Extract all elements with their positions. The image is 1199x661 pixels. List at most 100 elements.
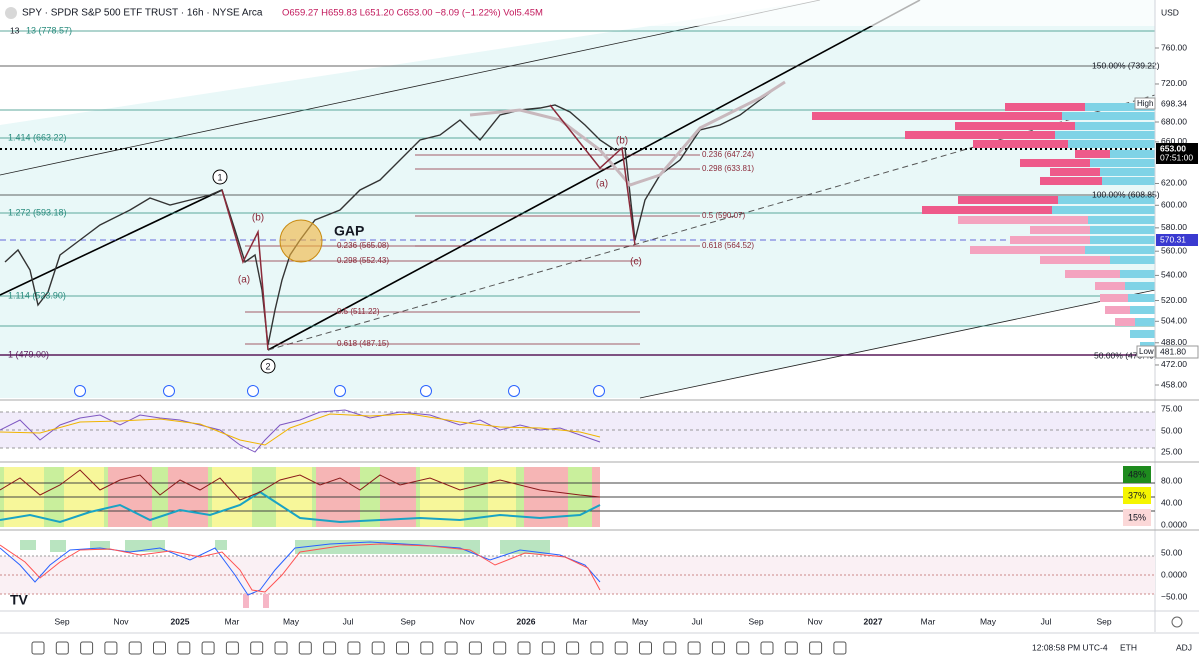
tool-icon[interactable] bbox=[614, 641, 628, 655]
tool-icon[interactable] bbox=[323, 641, 337, 655]
tool-icon[interactable] bbox=[639, 641, 652, 655]
fib-label: 13 (778.57) bbox=[26, 25, 72, 35]
macd-tick: −50.00 bbox=[1161, 591, 1188, 601]
channel-fill bbox=[0, 0, 1155, 398]
tool-icon[interactable] bbox=[468, 641, 482, 655]
tool-icon[interactable] bbox=[541, 641, 555, 655]
time-label: 2025 bbox=[171, 616, 190, 626]
price-tick-label: 760.00 bbox=[1161, 42, 1187, 52]
tool-icon[interactable] bbox=[566, 641, 580, 655]
tool-icon[interactable] bbox=[128, 641, 142, 655]
tool-icon[interactable] bbox=[396, 641, 409, 655]
tool-icon[interactable] bbox=[444, 641, 458, 655]
rsi-ma bbox=[0, 413, 601, 446]
tool-icon[interactable] bbox=[371, 641, 385, 655]
tool-icon[interactable] bbox=[55, 641, 69, 655]
wave-label: (a) bbox=[596, 179, 608, 190]
wave-label: (c) bbox=[630, 257, 642, 268]
time-label: Jul bbox=[692, 616, 703, 626]
tool-icon[interactable] bbox=[760, 641, 774, 655]
tool-icon[interactable] bbox=[225, 641, 239, 655]
fib-label: 0.618 (487.15) bbox=[337, 339, 389, 348]
time-label: Nov bbox=[113, 616, 129, 626]
rsi-tick: 75.00 bbox=[1161, 403, 1183, 413]
volume-profile bbox=[812, 103, 1155, 350]
badge-high bbox=[1123, 466, 1151, 483]
tool-icon[interactable] bbox=[31, 641, 45, 655]
tool-icon[interactable] bbox=[663, 641, 677, 655]
currency[interactable]: USD bbox=[1161, 7, 1179, 17]
gap-label: GAP bbox=[334, 223, 364, 239]
tool-icon[interactable] bbox=[687, 641, 701, 655]
gap-circle bbox=[279, 219, 323, 263]
header-bg bbox=[0, 0, 1155, 26]
symbol-icon bbox=[5, 7, 17, 19]
dashed-line bbox=[267, 94, 1156, 351]
dividend-marker[interactable] bbox=[508, 385, 520, 397]
dividend-marker[interactable] bbox=[420, 385, 432, 397]
tool-icon[interactable] bbox=[80, 641, 94, 655]
tool-icon[interactable] bbox=[784, 641, 798, 655]
tool-icon[interactable] bbox=[517, 641, 531, 655]
fib-label: 1.414 (663.22) bbox=[8, 132, 67, 142]
osc-tick: 80.00 bbox=[1161, 475, 1183, 485]
tool-icon[interactable] bbox=[420, 641, 434, 655]
price-tick-label: 680.00 bbox=[1161, 116, 1187, 126]
low-price-badge bbox=[1155, 345, 1199, 359]
tool-icon[interactable] bbox=[833, 641, 847, 655]
macd-hist bbox=[243, 594, 269, 608]
rsi-line bbox=[0, 409, 601, 453]
clock: 12:08:58 PM UTC-4 bbox=[1032, 642, 1108, 652]
dividend-marker[interactable] bbox=[334, 385, 346, 397]
price-tick-label: 660.00 bbox=[1161, 136, 1187, 146]
trend-line bbox=[267, 0, 921, 351]
tool-icon[interactable] bbox=[736, 641, 750, 655]
tool-icon[interactable] bbox=[274, 641, 288, 655]
tool-icon[interactable] bbox=[298, 641, 312, 655]
rsi-tick: 50.00 bbox=[1161, 425, 1183, 435]
price-tick-label: 540.00 bbox=[1161, 270, 1187, 280]
time-label: May bbox=[632, 616, 649, 626]
tool-icon[interactable] bbox=[809, 641, 823, 655]
settings[interactable] bbox=[1171, 616, 1183, 628]
fib-label: 1.272 (593.18) bbox=[8, 207, 67, 217]
dividend-marker[interactable] bbox=[163, 385, 175, 397]
wave-label: 1 bbox=[217, 172, 222, 182]
tool-icon[interactable] bbox=[201, 641, 215, 655]
time-label: Sep bbox=[1096, 616, 1111, 626]
osc-badge: 15% bbox=[1128, 512, 1146, 522]
price-tick-label: 620.00 bbox=[1161, 178, 1187, 188]
indicator-count[interactable]: 13 bbox=[10, 25, 20, 35]
session[interactable]: ETH bbox=[1120, 642, 1137, 652]
price-tick-label: 504.00 bbox=[1161, 316, 1187, 326]
tool-icon[interactable] bbox=[590, 641, 604, 655]
price-tick-label: 560.00 bbox=[1161, 245, 1187, 255]
adj[interactable]: ADJ bbox=[1176, 642, 1192, 652]
fib-label: 0.236 (565.08) bbox=[337, 241, 389, 250]
signal-line bbox=[0, 543, 601, 593]
tool-icon[interactable] bbox=[177, 641, 191, 655]
symbol[interactable]: SPY · SPDR S&P 500 ETF TRUST · 16h · NYS… bbox=[22, 8, 263, 19]
dividend-marker[interactable] bbox=[247, 385, 259, 397]
tool-icon[interactable] bbox=[347, 641, 361, 655]
time-label: 2027 bbox=[864, 616, 883, 626]
dividend-marker[interactable] bbox=[74, 385, 86, 397]
macd-tick: 50.00 bbox=[1161, 547, 1183, 557]
channel-bottom bbox=[639, 289, 1156, 399]
tool-icon[interactable] bbox=[493, 641, 507, 655]
wave-label: (a) bbox=[238, 275, 250, 286]
tool-icon[interactable] bbox=[153, 641, 166, 655]
fib-label: 1.114 (523.90) bbox=[8, 290, 66, 300]
time-label: Mar bbox=[921, 616, 936, 626]
tool-icon[interactable] bbox=[250, 641, 264, 655]
tool-icon[interactable] bbox=[711, 641, 725, 655]
last-badge bbox=[1156, 143, 1198, 164]
fib-label: 0.298 (552.43) bbox=[337, 256, 389, 265]
tool-icon[interactable] bbox=[104, 641, 118, 655]
time-axis: Sep Nov 2025 Mar May Jul Sep Nov 2026 Mar May Jul Se… bbox=[54, 616, 1111, 626]
low-price: 481.80 bbox=[1160, 346, 1186, 356]
price-tick-label: 520.00 bbox=[1161, 295, 1187, 305]
dividend-marker[interactable] bbox=[593, 385, 605, 397]
tv-logo[interactable]: TV bbox=[10, 592, 29, 608]
